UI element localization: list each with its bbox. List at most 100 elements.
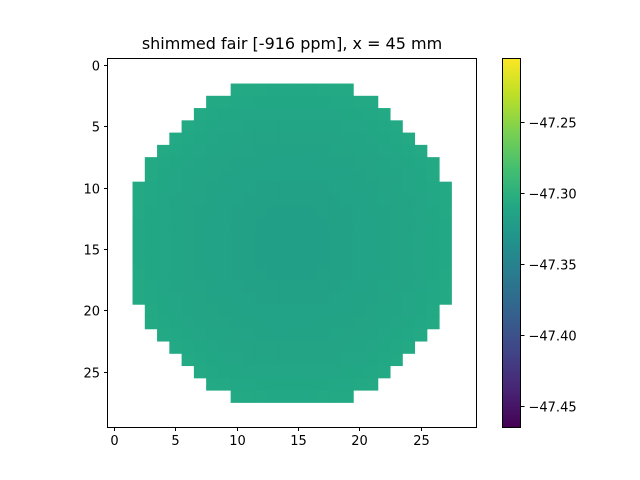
heatmap-cell xyxy=(279,365,293,379)
heatmap-cell xyxy=(218,341,232,354)
heatmap-cell xyxy=(353,132,366,146)
heatmap-cell xyxy=(181,304,195,317)
heatmap-cell xyxy=(193,328,207,342)
heatmap-cell xyxy=(218,328,232,342)
colorbar-axis: −47.45 −47.40 −47.35 −47.30 −47.25 xyxy=(520,117,577,416)
heatmap-cell xyxy=(316,279,330,293)
heatmap-cell xyxy=(377,157,391,170)
heatmap-cell xyxy=(390,132,403,146)
heatmap-cell xyxy=(390,120,403,133)
heatmap-cell xyxy=(193,316,207,330)
heatmap-cell xyxy=(267,132,281,146)
heatmap-cell xyxy=(365,193,379,207)
heatmap-cell xyxy=(402,328,416,342)
heatmap-cell xyxy=(144,169,158,183)
heatmap-cell xyxy=(242,206,256,219)
heatmap-cell xyxy=(353,218,366,232)
heatmap-cell xyxy=(390,193,403,207)
heatmap-cell xyxy=(390,304,403,317)
heatmap-cell xyxy=(316,144,330,158)
heatmap-cell xyxy=(230,267,244,281)
heatmap-cell xyxy=(267,365,281,379)
heatmap-cell xyxy=(279,181,293,195)
heatmap-cell xyxy=(377,218,391,232)
heatmap-cell xyxy=(206,267,219,281)
heatmap-cell xyxy=(292,169,305,183)
heatmap-cell xyxy=(402,255,416,268)
heatmap-cell xyxy=(267,341,281,354)
heatmap-cell xyxy=(328,365,342,379)
heatmap-cell xyxy=(218,279,232,293)
heatmap-cell xyxy=(218,292,232,305)
heatmap-cell xyxy=(206,341,219,354)
heatmap-cell xyxy=(414,267,428,281)
heatmap-cell xyxy=(181,255,195,268)
heatmap-cell xyxy=(353,328,366,342)
heatmap-cell xyxy=(169,316,182,330)
heatmap-cell xyxy=(353,279,366,293)
heatmap-cell xyxy=(157,218,170,232)
heatmap-cell xyxy=(426,316,440,330)
heatmap-cell xyxy=(377,243,391,256)
heatmap-cell xyxy=(242,365,256,379)
heatmap-cell xyxy=(377,279,391,293)
heatmap-cell xyxy=(242,144,256,158)
heatmap-cell xyxy=(242,230,256,244)
heatmap-cell xyxy=(132,255,146,268)
heatmap-cell xyxy=(426,169,440,183)
heatmap-cell xyxy=(365,255,379,268)
heatmap-cell xyxy=(292,181,305,195)
heatmap-cell xyxy=(390,316,403,330)
heatmap-cell xyxy=(377,193,391,207)
heatmap-cell xyxy=(328,193,342,207)
heatmap-cell xyxy=(193,353,207,367)
heatmap-cell xyxy=(390,255,403,268)
heatmap-cell xyxy=(218,95,232,109)
heatmap-cell xyxy=(341,218,354,232)
heatmap-cell xyxy=(365,108,379,121)
heatmap-cell xyxy=(242,390,256,403)
heatmap-cell xyxy=(353,316,366,330)
heatmap-cell xyxy=(426,218,440,232)
colorbar-tick-label: −47.35 xyxy=(529,259,577,274)
heatmap-cell xyxy=(292,267,305,281)
heatmap-cell xyxy=(328,132,342,146)
heatmap-cell xyxy=(279,390,293,403)
heatmap-cell xyxy=(218,316,232,330)
heatmap-cell xyxy=(328,353,342,367)
heatmap-cell xyxy=(353,377,366,391)
heatmap-cell xyxy=(230,365,244,379)
heatmap-cell xyxy=(181,230,195,244)
heatmap-cell xyxy=(193,267,207,281)
heatmap-cell xyxy=(132,230,146,244)
heatmap-cell xyxy=(414,206,428,219)
heatmap-cell xyxy=(353,230,366,244)
heatmap-cell xyxy=(292,353,305,367)
heatmap-cell xyxy=(292,83,305,97)
heatmap-cell xyxy=(242,292,256,305)
colorbar-tick-label: −47.45 xyxy=(529,401,577,416)
heatmap-cell xyxy=(304,255,317,268)
heatmap-cell xyxy=(390,144,403,158)
heatmap-cell xyxy=(292,390,305,403)
x-tick-label: 15 xyxy=(290,434,307,449)
heatmap-cell xyxy=(242,243,256,256)
heatmap-cell xyxy=(328,157,342,170)
heatmap-cell xyxy=(304,120,317,133)
heatmap-cell xyxy=(390,230,403,244)
heatmap-cell xyxy=(144,279,158,293)
heatmap-cell xyxy=(230,193,244,207)
heatmap-cell xyxy=(157,157,170,170)
heatmap-cell xyxy=(304,341,317,354)
heatmap-cell xyxy=(402,316,416,330)
heatmap-cell xyxy=(439,279,452,293)
heatmap-cell xyxy=(193,218,207,232)
heatmap-cell xyxy=(242,108,256,121)
heatmap-cell xyxy=(230,181,244,195)
heatmap-cell xyxy=(242,341,256,354)
heatmap-cell xyxy=(206,218,219,232)
heatmap-cell xyxy=(414,230,428,244)
heatmap-cell xyxy=(377,255,391,268)
heatmap-cell xyxy=(341,132,354,146)
heatmap-cell xyxy=(193,157,207,170)
